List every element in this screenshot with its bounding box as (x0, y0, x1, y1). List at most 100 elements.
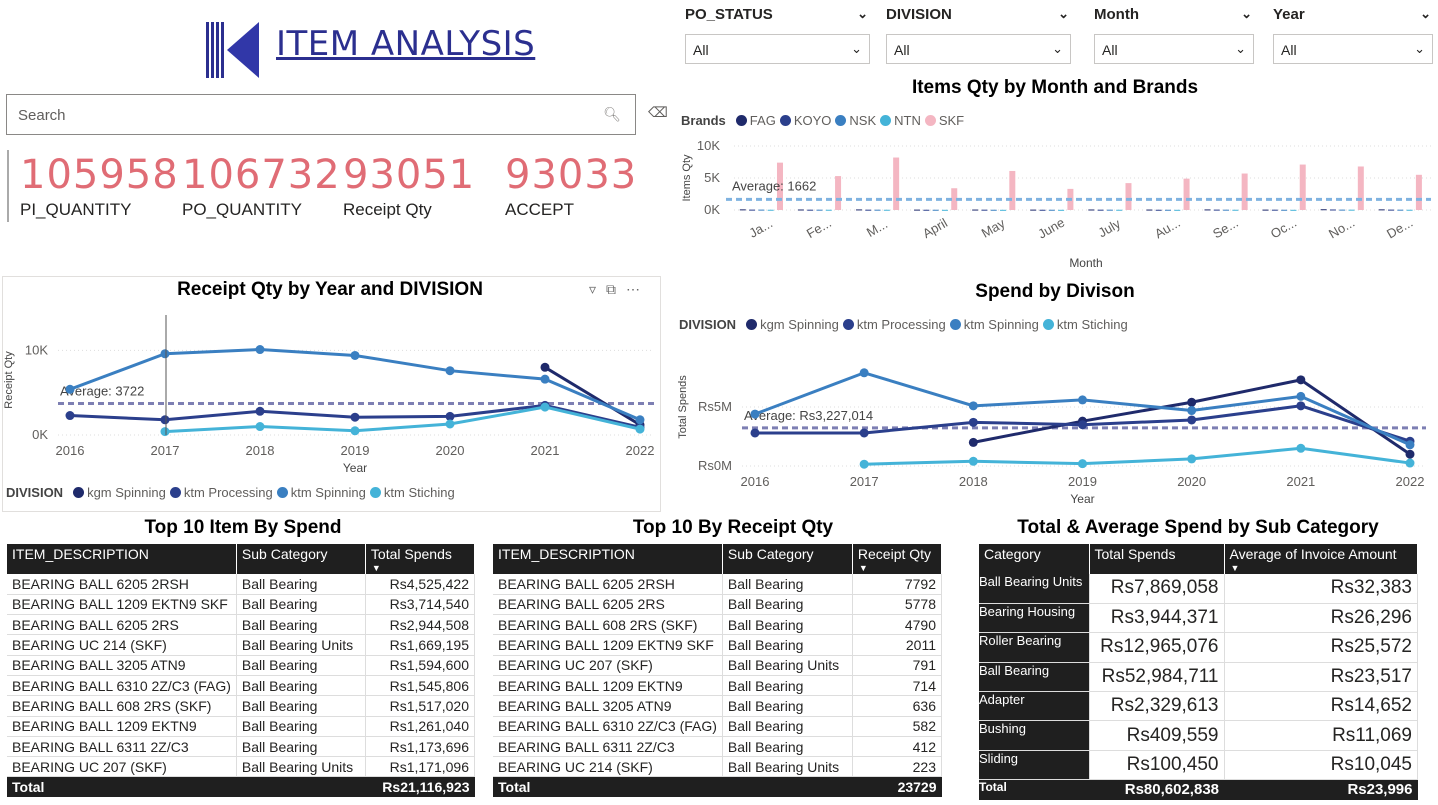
legend-item[interactable]: ktm Stiching (383, 485, 455, 500)
slicer-label: Year (1273, 6, 1305, 23)
table-row[interactable]: Bushing Rs409,559 Rs11,069 (979, 720, 1418, 751)
kpi-value: 106732 (182, 152, 341, 198)
sort-desc-icon[interactable]: ▼ (371, 563, 381, 573)
table-row[interactable]: Roller Bearing Rs12,965,076 Rs25,572 (979, 632, 1418, 663)
legend-item[interactable]: ktm Spinning (963, 317, 1039, 332)
bar (874, 209, 881, 211)
slicer-dropdown[interactable]: All ⌄ (886, 34, 1071, 64)
column-header[interactable]: Average of Invoice Amount ▼ (1224, 544, 1418, 574)
table-row[interactable]: BEARING BALL 1209 EKTN9 Ball Bearing Rs1,2… (7, 716, 476, 737)
table-row[interactable]: BEARING BALL 6310 2Z/C3 (FAG) Ball Bearin… (493, 716, 943, 737)
table-row[interactable]: BEARING BALL 6205 2RS Ball Bearing 5778 (493, 594, 943, 616)
column-header[interactable]: Total Spends (1089, 544, 1225, 574)
slicer-po-status[interactable]: PO_STATUS ⌄ All ⌄ (685, 6, 870, 64)
bar (807, 209, 814, 211)
slicer-month[interactable]: Month ⌄ All ⌄ (1094, 6, 1254, 64)
table-row[interactable]: BEARING BALL 6311 2Z/C3 Ball Bearing Rs1,1… (7, 736, 476, 758)
data-point (65, 411, 75, 421)
legend-item[interactable]: kgm Spinning (760, 317, 839, 332)
table-row[interactable]: Bearing Housing Rs3,944,371 Rs26,296 (979, 603, 1418, 634)
table-cell: Ball Bearing Units (236, 756, 366, 778)
legend-marker (835, 115, 847, 126)
slicer-division[interactable]: DIVISION ⌄ All ⌄ (886, 6, 1071, 64)
table-row[interactable]: BEARING BALL 608 2RS (SKF) Ball Bearing Rs… (7, 695, 476, 717)
data-point (160, 349, 170, 359)
legend-item[interactable]: ktm Processing (856, 317, 946, 332)
table-row[interactable]: BEARING BALL 6311 2Z/C3 Ball Bearing 412 (493, 736, 943, 758)
logo-icon (206, 22, 230, 78)
table-row[interactable]: BEARING BALL 1209 EKTN9 Ball Bearing 714 (493, 675, 943, 697)
more-options-icon[interactable]: ⋯ (626, 281, 650, 297)
table-cell: 412 (852, 736, 943, 758)
column-header[interactable]: Receipt Qty ▼ (852, 544, 943, 574)
table-row[interactable]: BEARING UC 207 (SKF) Ball Bearing Units Rs… (7, 756, 476, 778)
table-row[interactable]: BEARING BALL 6205 2RSH Ball Bearing Rs4,52… (7, 574, 476, 595)
eraser-icon[interactable]: ⌫ (648, 104, 668, 120)
chevron-down-icon[interactable]: ⌄ (851, 41, 862, 56)
legend-item[interactable]: NTN (894, 113, 921, 128)
data-point (540, 362, 550, 372)
legend-item[interactable]: FAG (749, 113, 776, 128)
column-header[interactable]: ITEM_DESCRIPTION (493, 544, 723, 574)
table-row[interactable]: BEARING BALL 6310 2Z/C3 (FAG) Ball Bearin… (7, 675, 476, 697)
table-cell: Rs10,045 (1224, 750, 1418, 781)
chevron-down-icon[interactable]: ⌄ (1241, 6, 1252, 21)
table-row[interactable]: Adapter Rs2,329,613 Rs14,652 (979, 691, 1418, 722)
chevron-down-icon[interactable]: ⌄ (1235, 41, 1246, 56)
legend-item[interactable]: NSK (849, 113, 877, 128)
filter-icon[interactable]: ▿ (588, 281, 606, 297)
legend-item[interactable]: kgm Spinning (87, 485, 166, 500)
legend-item[interactable]: ktm Spinning (290, 485, 366, 500)
table-cell: 7792 (852, 574, 943, 595)
chevron-down-icon[interactable]: ⌄ (1058, 6, 1069, 21)
table-row[interactable]: BEARING UC 214 (SKF) Ball Bearing Units 22… (493, 756, 943, 778)
table-row[interactable]: Ball Bearing Units Rs7,869,058 Rs32,383 (979, 574, 1418, 604)
table-row[interactable]: Ball Bearing Rs52,984,711 Rs23,517 (979, 662, 1418, 693)
receipt-qty-panel: ▿⧉⋯ (2, 276, 661, 512)
table-cell: BEARING BALL 6205 2RSH (7, 574, 237, 595)
slicer-dropdown[interactable]: All ⌄ (685, 34, 870, 64)
search-icon[interactable]: 🔍︎ (603, 106, 621, 122)
chevron-down-icon[interactable]: ⌄ (1052, 41, 1063, 56)
table-cell: Ball Bearing (722, 675, 853, 697)
column-header[interactable]: Sub Category (722, 544, 853, 574)
legend-item[interactable]: KOYO (793, 113, 832, 128)
kpi-value: 93033 (505, 152, 638, 198)
column-header[interactable]: Category (979, 544, 1090, 574)
visual-toolbar[interactable]: ▿⧉⋯ (589, 281, 650, 298)
slicer-dropdown[interactable]: All ⌄ (1094, 34, 1254, 64)
sort-desc-icon[interactable]: ▼ (1230, 563, 1240, 573)
bar (951, 188, 958, 210)
legend-item[interactable]: SKF (938, 113, 965, 128)
table-row[interactable]: BEARING BALL 1209 EKTN9 SKF Ball Bearing R… (7, 594, 476, 616)
chevron-down-icon[interactable]: ⌄ (1414, 41, 1425, 56)
bar (1262, 209, 1269, 211)
table-row[interactable]: BEARING UC 207 (SKF) Ball Bearing Units 79… (493, 655, 943, 676)
focus-mode-icon[interactable]: ⧉ (606, 281, 626, 297)
legend-item[interactable]: ktm Processing (183, 485, 273, 500)
chevron-down-icon[interactable]: ⌄ (1420, 6, 1431, 21)
search-input[interactable]: Search (18, 107, 66, 124)
table-row[interactable]: BEARING BALL 3205 ATN9 Ball Bearing 636 (493, 695, 943, 717)
table-row[interactable]: Sliding Rs100,450 Rs10,045 (979, 750, 1418, 781)
table-row[interactable]: BEARING BALL 6205 2RS Ball Bearing Rs2,944… (7, 614, 476, 636)
table-row[interactable]: BEARING BALL 3205 ATN9 Ball Bearing Rs1,59… (7, 655, 476, 676)
kpi-label: Receipt Qty (343, 200, 432, 219)
chevron-down-icon[interactable]: ⌄ (857, 6, 868, 21)
search-box[interactable]: Search 🔍︎ (6, 94, 636, 135)
sort-desc-icon[interactable]: ▼ (858, 563, 868, 573)
table-row[interactable]: BEARING BALL 608 2RS (SKF) Ball Bearing 47… (493, 614, 943, 636)
column-header[interactable]: Total Spends ▼ (365, 544, 476, 574)
logo-triangle-icon (227, 22, 259, 78)
column-header[interactable]: Sub Category (236, 544, 366, 574)
table-row[interactable]: BEARING UC 214 (SKF) Ball Bearing Units Rs… (7, 634, 476, 656)
data-point (968, 456, 978, 466)
table-cell: Rs11,069 (1224, 720, 1418, 751)
legend-item[interactable]: ktm Stiching (1056, 317, 1128, 332)
column-header[interactable]: ITEM_DESCRIPTION (7, 544, 237, 574)
table-row[interactable]: BEARING BALL 6205 2RSH Ball Bearing 7792 (493, 574, 943, 595)
slicer-year[interactable]: Year ⌄ All ⌄ (1273, 6, 1433, 64)
table-row[interactable]: BEARING BALL 1209 EKTN9 SKF Ball Bearing 2… (493, 634, 943, 656)
bar (1116, 209, 1123, 211)
slicer-dropdown[interactable]: All ⌄ (1273, 34, 1433, 64)
